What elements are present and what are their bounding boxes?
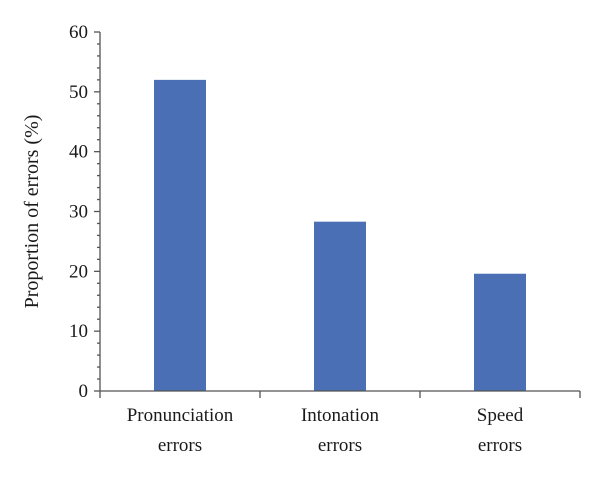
bar xyxy=(474,273,526,391)
bar xyxy=(154,79,206,391)
x-axis-ticks xyxy=(99,391,581,398)
bar xyxy=(314,221,366,391)
y-tick-label: 50 xyxy=(69,82,88,103)
y-tick-label: 10 xyxy=(69,321,88,342)
y-tick-label: 60 xyxy=(69,22,88,43)
y-tick-label: 20 xyxy=(69,261,88,282)
x-category-label: Pronunciation errors xyxy=(127,405,234,456)
y-tick-label: 40 xyxy=(69,142,88,163)
x-category-label: Intonation errors xyxy=(301,405,380,456)
y-tick-label: 0 xyxy=(79,381,89,402)
y-axis-ticks: 0 10 20 30 40 50 60 xyxy=(69,22,100,402)
bars xyxy=(154,79,526,391)
y-tick-label: 30 xyxy=(69,202,88,223)
x-category-label: Speed errors xyxy=(477,405,524,456)
y-axis-title: Proportion of errors (%) xyxy=(21,115,43,309)
category-labels: Pronunciation errors Intonation errors Speed… xyxy=(127,405,524,456)
